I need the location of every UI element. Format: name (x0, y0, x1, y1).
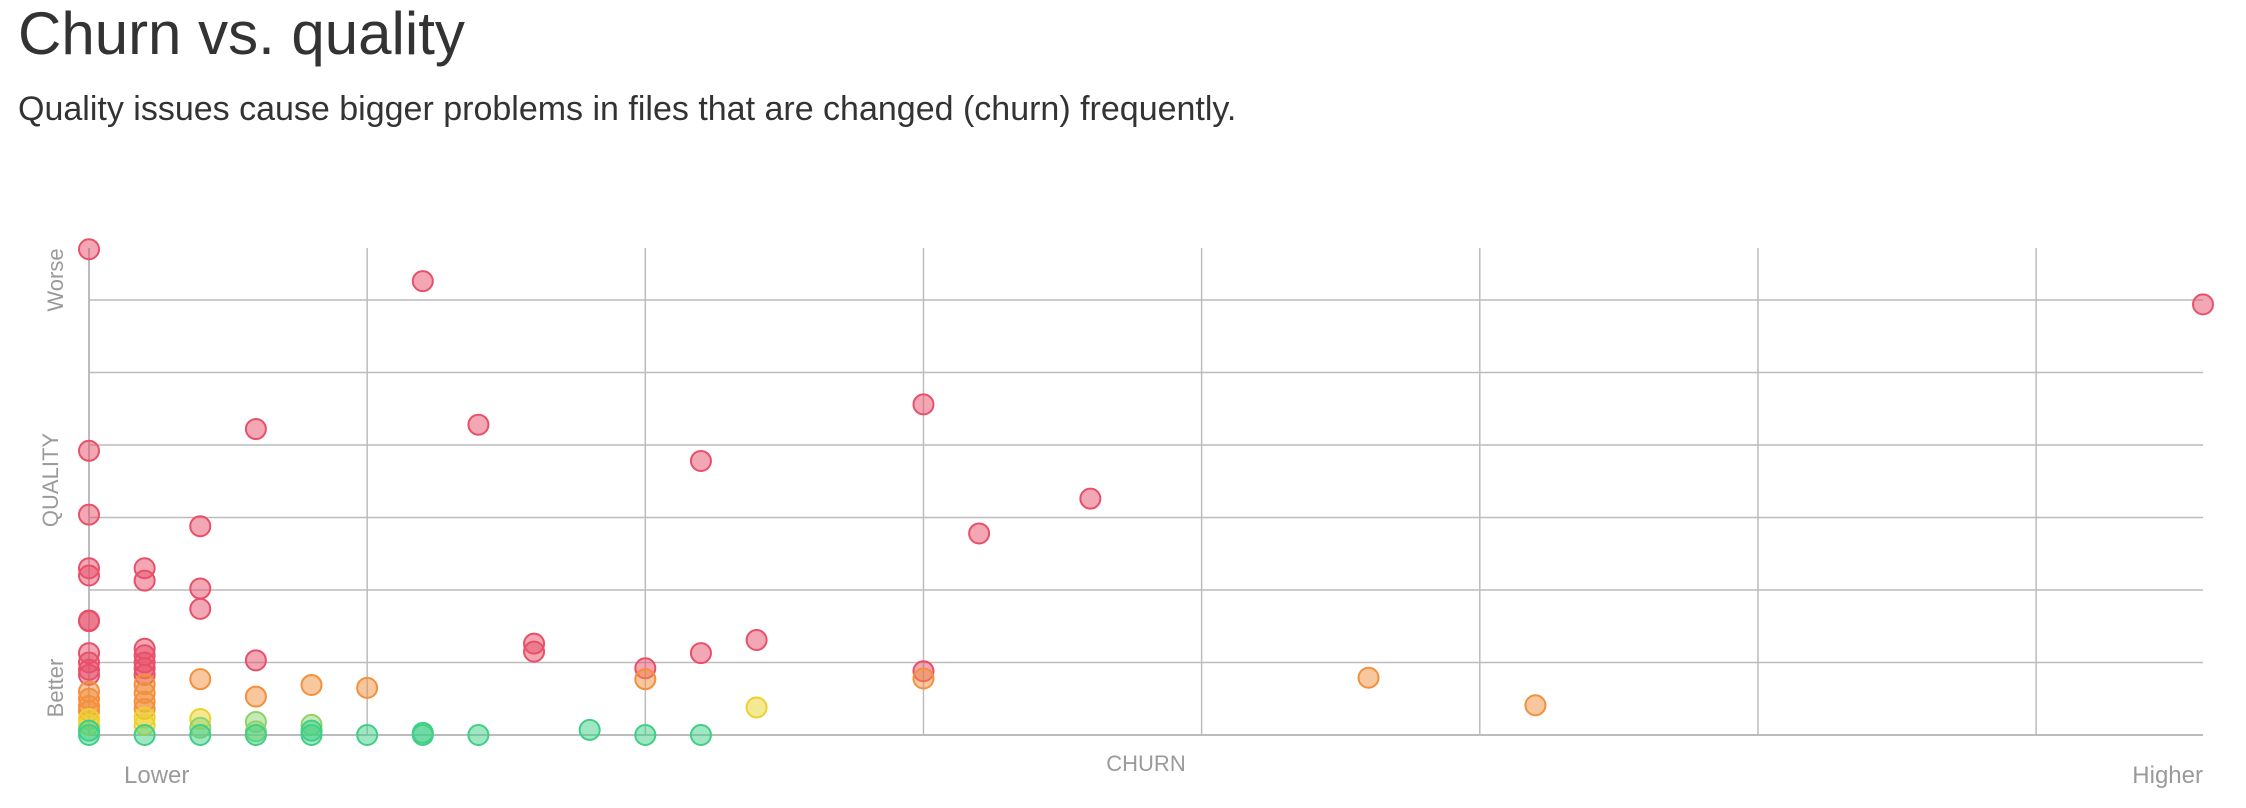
data-point (244, 649, 267, 672)
data-point (78, 238, 100, 261)
data-point (244, 724, 267, 746)
data-point (244, 418, 267, 441)
grid (88, 248, 2203, 736)
data-point (244, 685, 267, 708)
data-point (300, 719, 323, 742)
y-high-label: Worse (43, 248, 68, 311)
y-axis-label: QUALITY (38, 433, 63, 527)
data-point (689, 642, 712, 665)
data-point (78, 564, 100, 587)
data-point (189, 577, 212, 600)
data-point (912, 393, 935, 416)
data-point (189, 724, 212, 746)
data-point (1079, 487, 1102, 510)
chart-title: Churn vs. quality (18, 0, 465, 67)
data-point (745, 696, 768, 719)
data-point (634, 724, 657, 746)
data-point (689, 724, 712, 746)
data-point (745, 629, 768, 652)
data-point (411, 721, 434, 744)
data-point (189, 668, 212, 691)
data-point (411, 270, 434, 293)
data-point (968, 522, 991, 545)
data-point (133, 724, 156, 746)
data-point (300, 673, 323, 696)
data-point (189, 597, 212, 620)
data-point (78, 610, 100, 633)
data-point (1524, 694, 1547, 717)
y-low-label: Better (43, 659, 68, 718)
data-point (578, 718, 601, 741)
data-point (523, 640, 546, 663)
data-point (634, 668, 657, 691)
data-point (1357, 666, 1380, 689)
data-point (467, 413, 490, 436)
data-point (467, 724, 490, 746)
data-point (356, 676, 379, 699)
chart-subtitle: Quality issues cause bigger problems in … (18, 90, 1237, 128)
x-axis-label: CHURN (1106, 751, 1185, 776)
data-points (78, 238, 2214, 746)
data-point (78, 439, 100, 462)
data-point (2192, 293, 2214, 316)
data-point (356, 724, 379, 746)
x-low-label: Lower (124, 762, 189, 789)
data-point (689, 449, 712, 472)
data-point (189, 515, 212, 538)
data-point (78, 724, 100, 746)
data-point (78, 503, 100, 526)
data-point (133, 569, 156, 592)
data-point (912, 667, 935, 690)
x-high-label: Higher (2132, 762, 2203, 789)
